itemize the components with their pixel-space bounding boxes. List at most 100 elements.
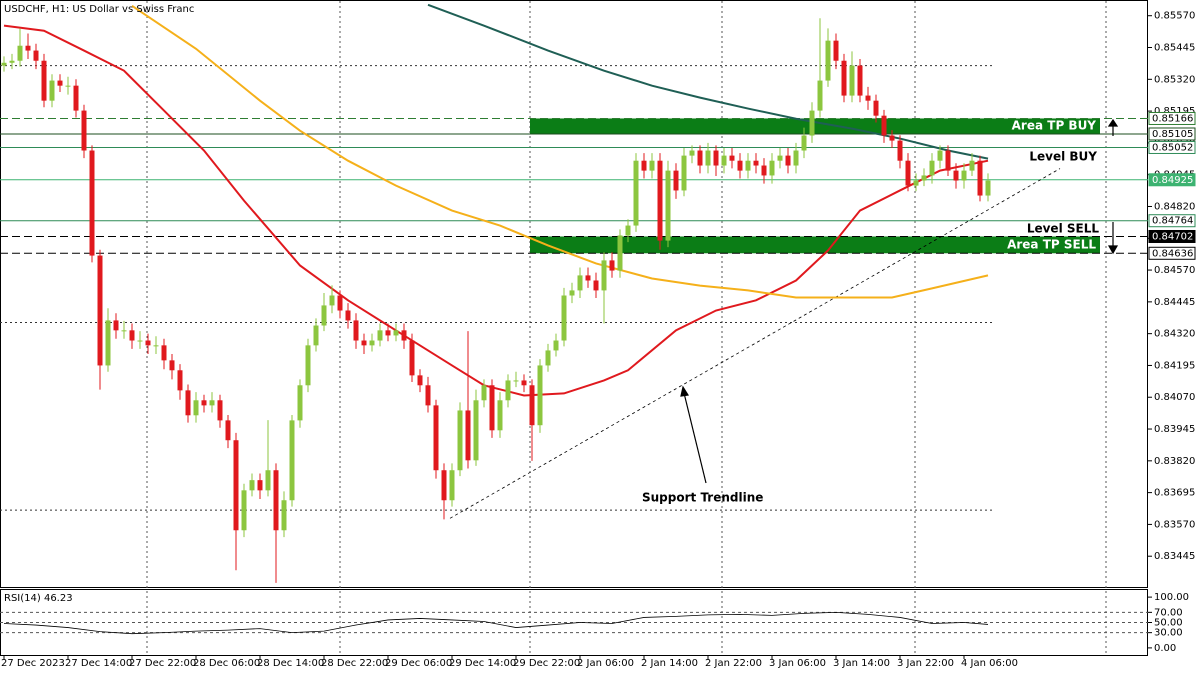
level-label: 0.85166 bbox=[1152, 113, 1193, 124]
candle-body bbox=[441, 470, 447, 501]
candle-body bbox=[313, 325, 319, 346]
x-tick-label: 28 Dec 06:00 bbox=[193, 658, 260, 669]
annotation: Support Trendline bbox=[642, 491, 763, 505]
candle-body bbox=[513, 380, 519, 382]
zone-label: Area TP SELL bbox=[1007, 237, 1096, 251]
candle-body bbox=[841, 60, 847, 96]
candle-body bbox=[337, 295, 343, 311]
candle-body bbox=[545, 350, 551, 366]
candle-body bbox=[201, 400, 207, 406]
arrow bbox=[683, 392, 707, 484]
candle-body bbox=[665, 170, 671, 241]
candle-body bbox=[881, 115, 887, 136]
level-label: 0.84925 bbox=[1152, 175, 1193, 186]
candle-body bbox=[153, 345, 159, 347]
level-label: 0.84636 bbox=[1152, 248, 1193, 259]
candle-body bbox=[673, 170, 679, 191]
candle-body bbox=[25, 45, 31, 51]
candle-body bbox=[297, 385, 303, 421]
level-tag bbox=[1148, 140, 1196, 154]
candle-body bbox=[625, 225, 631, 236]
candle-body bbox=[785, 155, 791, 166]
level-label: 0.85052 bbox=[1152, 142, 1193, 153]
x-tick-label: 27 Dec 2023 bbox=[1, 658, 65, 669]
candle-body bbox=[849, 65, 855, 96]
level-tag bbox=[1148, 246, 1196, 260]
candle-body bbox=[681, 155, 687, 191]
main-frame bbox=[0, 0, 1148, 588]
candle-body bbox=[945, 150, 951, 171]
candle-body bbox=[113, 320, 119, 331]
candle-body bbox=[425, 385, 431, 406]
candle-body bbox=[905, 160, 911, 186]
candle-body bbox=[913, 180, 919, 186]
arrow-head bbox=[1107, 118, 1119, 127]
level-tag bbox=[1148, 214, 1196, 228]
candle-body bbox=[265, 470, 271, 491]
level-label: 0.84702 bbox=[1152, 231, 1193, 242]
y-tick-label: 0.83695 bbox=[1154, 488, 1195, 499]
level-label: 0.85105 bbox=[1152, 129, 1193, 140]
x-tick-label: 2 Jan 22:00 bbox=[705, 658, 762, 669]
candle-body bbox=[857, 65, 863, 96]
y-tick-label: 0.83570 bbox=[1154, 519, 1195, 530]
candle-body bbox=[729, 155, 735, 161]
candle-body bbox=[121, 330, 127, 332]
zone bbox=[530, 236, 1100, 254]
candle-body bbox=[961, 170, 967, 181]
candle-body bbox=[817, 80, 823, 111]
y-tick-label: 0.83820 bbox=[1154, 456, 1195, 467]
x-tick-label: 3 Jan 06:00 bbox=[769, 658, 826, 669]
candle-body bbox=[577, 275, 583, 291]
candle-body bbox=[657, 160, 663, 241]
candle-body bbox=[753, 160, 759, 166]
candle-body bbox=[609, 260, 615, 271]
candle-body bbox=[249, 480, 255, 491]
x-tick-label: 28 Dec 22:00 bbox=[321, 658, 388, 669]
level-tag bbox=[1148, 111, 1196, 125]
zone bbox=[530, 118, 1100, 134]
candle-body bbox=[601, 260, 607, 291]
candle-body bbox=[409, 340, 415, 376]
candle-body bbox=[417, 375, 423, 386]
candle-body bbox=[73, 85, 79, 111]
candle-body bbox=[497, 400, 503, 431]
candle-body bbox=[617, 235, 623, 271]
candle-body bbox=[505, 380, 511, 401]
candle-body bbox=[457, 410, 463, 471]
x-tick-label: 3 Jan 14:00 bbox=[833, 658, 890, 669]
candle-body bbox=[145, 340, 151, 346]
x-tick-label: 29 Dec 06:00 bbox=[385, 658, 452, 669]
candle-body bbox=[377, 330, 383, 341]
candle-body bbox=[745, 160, 751, 171]
moving-average bbox=[427, 3, 989, 160]
level-tag bbox=[1148, 229, 1196, 243]
candle-body bbox=[353, 320, 359, 341]
y-tick-label: 0.85195 bbox=[1154, 106, 1195, 117]
y-tick-label: 0.85445 bbox=[1154, 43, 1195, 54]
candle-body bbox=[217, 400, 223, 421]
rsi-tick-label: 0.00 bbox=[1154, 643, 1176, 654]
candle-body bbox=[41, 60, 47, 101]
candle-body bbox=[233, 440, 239, 531]
x-tick-label: 27 Dec 14:00 bbox=[65, 658, 132, 669]
candle-body bbox=[481, 385, 487, 401]
candle-body bbox=[209, 400, 215, 406]
candle-body bbox=[633, 160, 639, 226]
candle-body bbox=[465, 410, 471, 461]
y-tick-label: 0.83945 bbox=[1154, 424, 1195, 435]
x-tick-label: 29 Dec 14:00 bbox=[449, 658, 516, 669]
y-tick-label: 0.84570 bbox=[1154, 265, 1195, 276]
level-tag bbox=[1148, 173, 1196, 187]
candle-body bbox=[321, 305, 327, 326]
candle-body bbox=[737, 160, 743, 171]
candle-body bbox=[921, 175, 927, 181]
candle-body bbox=[897, 140, 903, 161]
candle-body bbox=[977, 160, 983, 196]
candle-body bbox=[937, 150, 943, 161]
candle-body bbox=[169, 360, 175, 371]
candle-body bbox=[129, 330, 135, 341]
candle-body bbox=[489, 385, 495, 431]
x-tick-label: 4 Jan 06:00 bbox=[961, 658, 1018, 669]
